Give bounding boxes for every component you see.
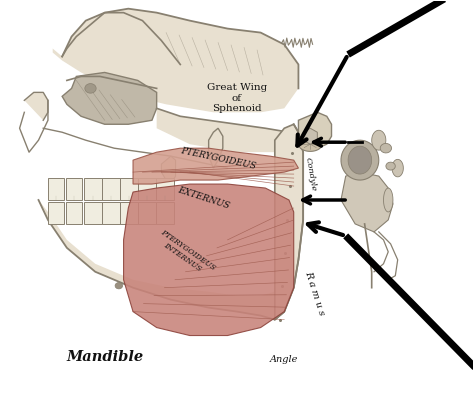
Bar <box>120 178 138 200</box>
Polygon shape <box>115 282 123 289</box>
Bar <box>102 202 120 224</box>
Bar <box>66 202 82 224</box>
Text: PTERYGOIDEUS: PTERYGOIDEUS <box>180 146 256 170</box>
Polygon shape <box>299 137 322 151</box>
Bar <box>138 202 156 224</box>
Text: PTERYGOIDEUS
INTERNUS: PTERYGOIDEUS INTERNUS <box>154 228 217 280</box>
Polygon shape <box>161 156 175 184</box>
Polygon shape <box>24 92 48 120</box>
Bar <box>48 202 64 224</box>
Polygon shape <box>53 9 299 112</box>
Bar <box>48 178 64 200</box>
Polygon shape <box>85 84 96 93</box>
Polygon shape <box>62 72 156 124</box>
Polygon shape <box>124 184 294 336</box>
Polygon shape <box>386 162 395 170</box>
Bar <box>84 202 102 224</box>
Polygon shape <box>372 130 386 150</box>
Bar <box>156 178 173 200</box>
Polygon shape <box>303 128 318 144</box>
Bar <box>138 178 156 200</box>
Polygon shape <box>383 188 393 212</box>
Text: Angle: Angle <box>270 355 299 364</box>
Bar <box>102 178 120 200</box>
Polygon shape <box>156 108 299 152</box>
Polygon shape <box>299 112 331 148</box>
Polygon shape <box>348 146 372 174</box>
Polygon shape <box>275 124 303 320</box>
Text: Mandible: Mandible <box>66 350 143 364</box>
Polygon shape <box>209 128 223 168</box>
Bar <box>156 202 173 224</box>
Bar <box>66 178 82 200</box>
Polygon shape <box>341 140 379 180</box>
Polygon shape <box>392 159 403 177</box>
Polygon shape <box>38 200 284 320</box>
Polygon shape <box>133 148 299 184</box>
Polygon shape <box>380 144 392 153</box>
Text: R a m u s: R a m u s <box>303 270 327 317</box>
Polygon shape <box>341 172 393 232</box>
Text: Great Wing
of
Sphenoid: Great Wing of Sphenoid <box>207 84 267 113</box>
Text: EXTERNUS: EXTERNUS <box>177 185 231 211</box>
Bar <box>120 202 138 224</box>
Text: Condyle: Condyle <box>303 156 317 192</box>
Bar <box>84 178 102 200</box>
